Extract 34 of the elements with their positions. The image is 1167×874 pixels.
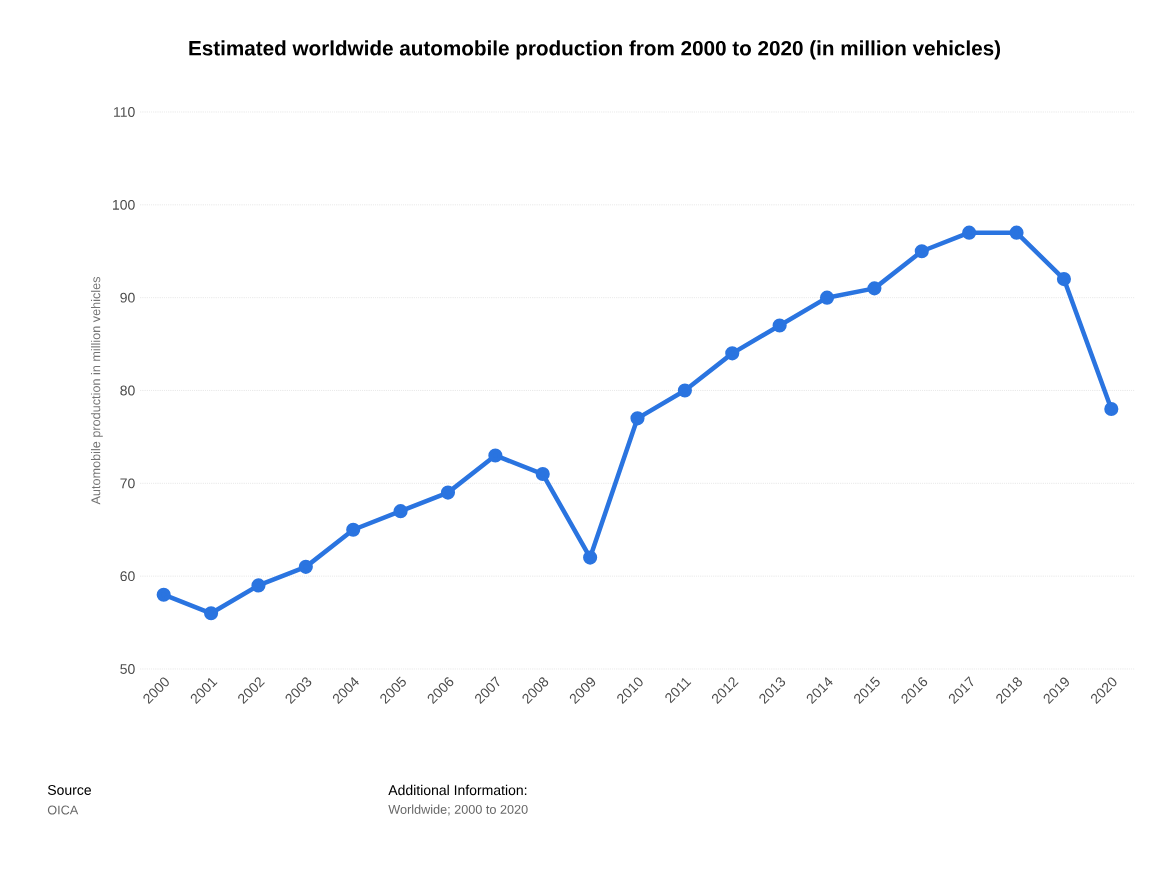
text: Source: [47, 785, 91, 795]
y-tick-label: 110: [114, 107, 135, 117]
point: [1104, 401, 1119, 417]
point: [1009, 225, 1024, 240]
point: [677, 383, 692, 398]
text: OICA: [47, 805, 79, 815]
point: [914, 244, 929, 259]
point: [867, 281, 882, 296]
point: [725, 346, 740, 361]
point: [630, 411, 645, 426]
y-tick-label: 70: [120, 478, 135, 489]
point: [156, 587, 171, 602]
point: [204, 606, 219, 621]
y-tick-label: 50: [120, 664, 135, 674]
chart-title: Estimated worldwide automobile production from 2000 to 2020 (in million vehicles): [189, 40, 1001, 60]
point: [1056, 272, 1071, 287]
text: Worldwide; 2000 to 2020: [388, 804, 528, 816]
y-axis-title: Automobile production in million vehicles: [90, 276, 103, 505]
point: [819, 290, 835, 305]
point: [772, 318, 787, 333]
point: [535, 466, 550, 482]
point: [488, 448, 503, 463]
text: Additional Information:: [388, 784, 527, 796]
point: [393, 504, 408, 519]
point: [251, 578, 266, 593]
y-tick-label: 80: [120, 385, 135, 396]
y-tick-label: 60: [120, 571, 135, 582]
point: [583, 550, 598, 565]
point: [440, 485, 456, 500]
y-tick-label: 100: [113, 199, 135, 210]
point: [962, 225, 977, 240]
point: [346, 522, 361, 537]
y-tick-label: 90: [120, 292, 135, 303]
point: [298, 559, 313, 574]
